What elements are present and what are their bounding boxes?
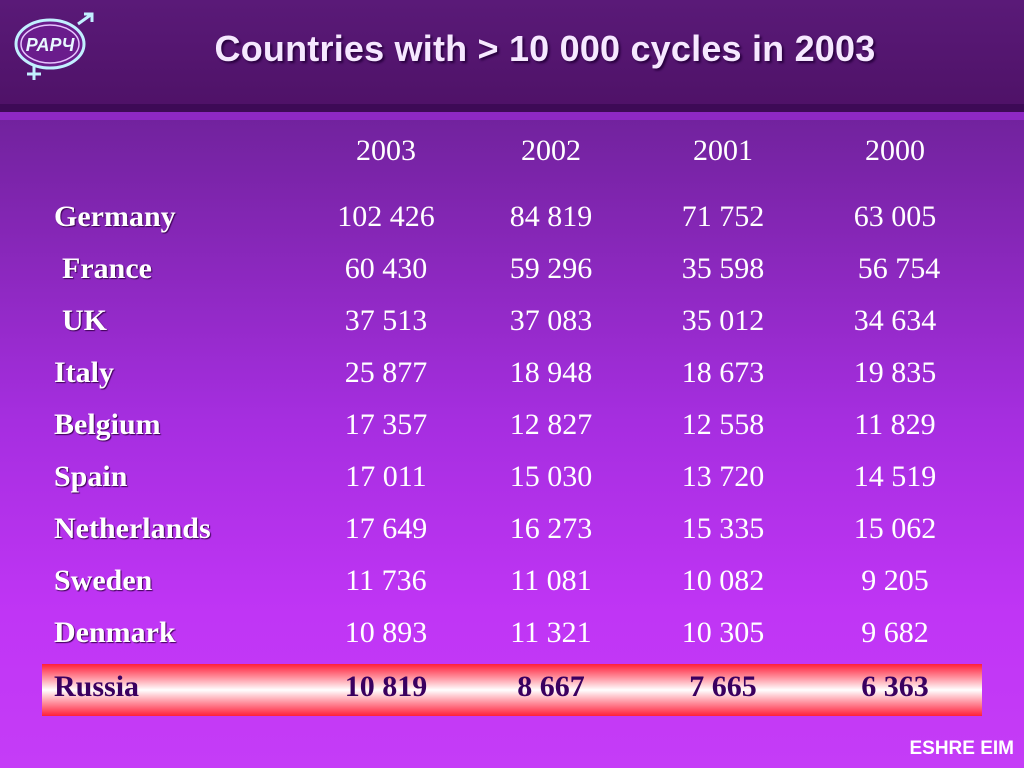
year-header: 2002 bbox=[521, 134, 581, 167]
header-divider-highlight bbox=[0, 112, 1024, 120]
cycle-count: 14 519 bbox=[853, 460, 937, 493]
year-header-row: 2003 2002 2001 2000 bbox=[0, 134, 1024, 178]
russia-row-highlight bbox=[42, 664, 982, 716]
cycle-count: 11 321 bbox=[510, 616, 592, 649]
cycle-count: 63 005 bbox=[853, 200, 937, 233]
cycle-count: 11 829 bbox=[854, 408, 936, 441]
cycle-count: 25 877 bbox=[344, 356, 428, 389]
table-row: Germany 102 426 84 819 71 752 63 005 bbox=[0, 200, 1024, 252]
table-row: Italy 25 877 18 948 18 673 19 835 bbox=[0, 356, 1024, 408]
cycle-count: 84 819 bbox=[509, 200, 593, 233]
footer-label: ESHRE EIM bbox=[909, 738, 1014, 759]
cycle-count: 10 893 bbox=[344, 616, 428, 649]
cycle-count: 18 948 bbox=[509, 356, 593, 389]
country-name: France bbox=[62, 252, 152, 285]
cycle-count: 8 667 bbox=[517, 670, 585, 703]
cycle-count: 15 030 bbox=[509, 460, 593, 493]
country-name: Italy bbox=[54, 356, 114, 389]
cycle-count: 15 335 bbox=[681, 512, 765, 545]
cycle-count: 9 205 bbox=[861, 564, 929, 597]
country-name: Spain bbox=[54, 460, 128, 493]
cycle-count: 102 426 bbox=[337, 200, 435, 233]
cycle-count: 12 558 bbox=[681, 408, 765, 441]
country-name: Germany bbox=[54, 200, 176, 233]
cycle-count: 10 305 bbox=[681, 616, 765, 649]
country-name: Denmark bbox=[54, 616, 176, 649]
country-name: Russia bbox=[54, 670, 140, 703]
table-row: Spain 17 011 15 030 13 720 14 519 bbox=[0, 460, 1024, 512]
cycle-count: 10 819 bbox=[344, 670, 428, 703]
table-row: Sweden 11 736 11 081 10 082 9 205 bbox=[0, 564, 1024, 616]
cycle-count: 59 296 bbox=[509, 252, 593, 285]
country-name: Sweden bbox=[54, 564, 153, 597]
year-header: 2003 bbox=[356, 134, 416, 167]
country-name: Belgium bbox=[54, 408, 161, 441]
cycle-count: 11 081 bbox=[510, 564, 592, 597]
cycle-count: 9 682 bbox=[861, 616, 929, 649]
gender-symbols-logo-icon: РАРЧ bbox=[14, 12, 94, 80]
cycle-count: 37 083 bbox=[509, 304, 593, 337]
cycle-count: 13 720 bbox=[681, 460, 765, 493]
rahr-logo: РАРЧ bbox=[6, 10, 102, 82]
cycle-count: 6 363 bbox=[861, 670, 929, 703]
country-name: Netherlands bbox=[54, 512, 211, 545]
table-row: Netherlands 17 649 16 273 15 335 15 062 bbox=[0, 512, 1024, 564]
table-row: Denmark 10 893 11 321 10 305 9 682 bbox=[0, 616, 1024, 668]
cycle-count: 56 754 bbox=[857, 252, 941, 285]
cycle-count: 18 673 bbox=[681, 356, 765, 389]
cycle-count: 17 649 bbox=[344, 512, 428, 545]
cycle-count: 12 827 bbox=[509, 408, 593, 441]
table-row-russia: Russia 10 819 8 667 7 665 6 363 bbox=[0, 670, 1024, 722]
cycle-count: 34 634 bbox=[853, 304, 937, 337]
cycle-count: 7 665 bbox=[689, 670, 757, 703]
cycle-count: 11 736 bbox=[345, 564, 427, 597]
cycle-count: 37 513 bbox=[344, 304, 428, 337]
slide-title: Countries with > 10 000 cycles in 2003 bbox=[214, 28, 876, 69]
cycle-count: 60 430 bbox=[344, 252, 428, 285]
cycle-count: 17 357 bbox=[344, 408, 428, 441]
cycle-count: 35 598 bbox=[681, 252, 765, 285]
logo-text: РАРЧ bbox=[26, 35, 76, 55]
year-header: 2001 bbox=[693, 134, 753, 167]
cycle-count: 16 273 bbox=[509, 512, 593, 545]
header-divider bbox=[0, 104, 1024, 112]
cycle-count: 35 012 bbox=[681, 304, 765, 337]
table-row: UK 37 513 37 083 35 012 34 634 bbox=[0, 304, 1024, 356]
table-row: Belgium 17 357 12 827 12 558 11 829 bbox=[0, 408, 1024, 460]
cycle-count: 71 752 bbox=[681, 200, 765, 233]
country-name: UK bbox=[62, 304, 107, 337]
cycle-count: 15 062 bbox=[853, 512, 937, 545]
cycle-count: 17 011 bbox=[345, 460, 427, 493]
header-bar bbox=[0, 0, 1024, 104]
cycle-count: 19 835 bbox=[853, 356, 937, 389]
cycle-count: 10 082 bbox=[681, 564, 765, 597]
year-header: 2000 bbox=[865, 134, 925, 167]
table-row: France 60 430 59 296 35 598 56 754 bbox=[0, 252, 1024, 304]
